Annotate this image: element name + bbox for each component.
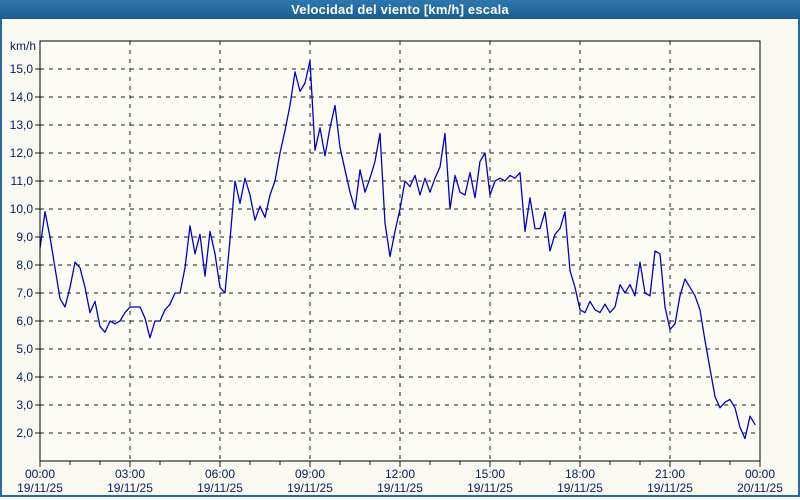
x-tick-time-label: 21:00 bbox=[655, 467, 685, 481]
y-tick-label: 15,0 bbox=[10, 62, 34, 76]
y-tick-label: 3,0 bbox=[16, 398, 33, 412]
y-tick-label: 12,0 bbox=[10, 146, 34, 160]
x-tick-time-label: 00:00 bbox=[25, 467, 55, 481]
title-bar: Velocidad del viento [km/h] escala bbox=[0, 0, 800, 19]
x-tick-date-label: 19/11/25 bbox=[17, 481, 63, 495]
x-tick-time-label: 15:00 bbox=[475, 467, 505, 481]
x-tick-time-label: 03:00 bbox=[115, 467, 145, 481]
y-axis-labels: 2,0 3,0 4,0 5,0 6,0 7,0 8,0 9,0 10,0 11,0 12,0 13,0… bbox=[10, 62, 34, 440]
y-tick-label: 4,0 bbox=[16, 370, 33, 384]
x-tick-time-label: 12:00 bbox=[385, 467, 415, 481]
wind-speed-chart: 2,0 3,0 4,0 5,0 6,0 7,0 8,0 9,0 10,0 11,0 12,0 13,0… bbox=[10, 39, 784, 495]
x-tick-date-label: 19/11/25 bbox=[647, 481, 693, 495]
x-tick-date-label: 19/11/25 bbox=[107, 481, 153, 495]
x-tick-date-label: 19/11/25 bbox=[467, 481, 513, 495]
y-tick-label: 10,0 bbox=[10, 202, 34, 216]
x-tick-time-label: 18:00 bbox=[565, 467, 595, 481]
x-tick-date-label: 20/11/25 bbox=[737, 481, 783, 495]
x-tick-date-label: 19/11/25 bbox=[557, 481, 603, 495]
x-tick-date-label: 19/11/25 bbox=[287, 481, 333, 495]
y-tick-label: 8,0 bbox=[16, 258, 33, 272]
y-tick-label: 7,0 bbox=[16, 286, 33, 300]
window-title: Velocidad del viento [km/h] escala bbox=[291, 2, 509, 17]
x-tick-date-label: 19/11/25 bbox=[197, 481, 243, 495]
y-tick-label: 14,0 bbox=[10, 90, 34, 104]
plot-border bbox=[39, 40, 761, 462]
wind-speed-series-line bbox=[39, 59, 756, 440]
y-axis-unit-label: km/h bbox=[10, 39, 36, 53]
y-tick-label: 9,0 bbox=[16, 230, 33, 244]
x-axis-labels: 00:0019/11/2503:0019/11/2506:0019/11/250… bbox=[17, 467, 783, 495]
axis-ticks bbox=[35, 68, 761, 467]
x-tick-date-label: 19/11/25 bbox=[377, 481, 423, 495]
y-tick-label: 13,0 bbox=[10, 118, 34, 132]
y-tick-label: 2,0 bbox=[16, 426, 33, 440]
x-tick-time-label: 06:00 bbox=[205, 467, 235, 481]
x-tick-time-label: 00:00 bbox=[745, 467, 775, 481]
y-tick-label: 6,0 bbox=[16, 314, 33, 328]
y-tick-label: 11,0 bbox=[11, 174, 34, 188]
y-tick-label: 5,0 bbox=[16, 342, 33, 356]
x-tick-time-label: 09:00 bbox=[295, 467, 325, 481]
